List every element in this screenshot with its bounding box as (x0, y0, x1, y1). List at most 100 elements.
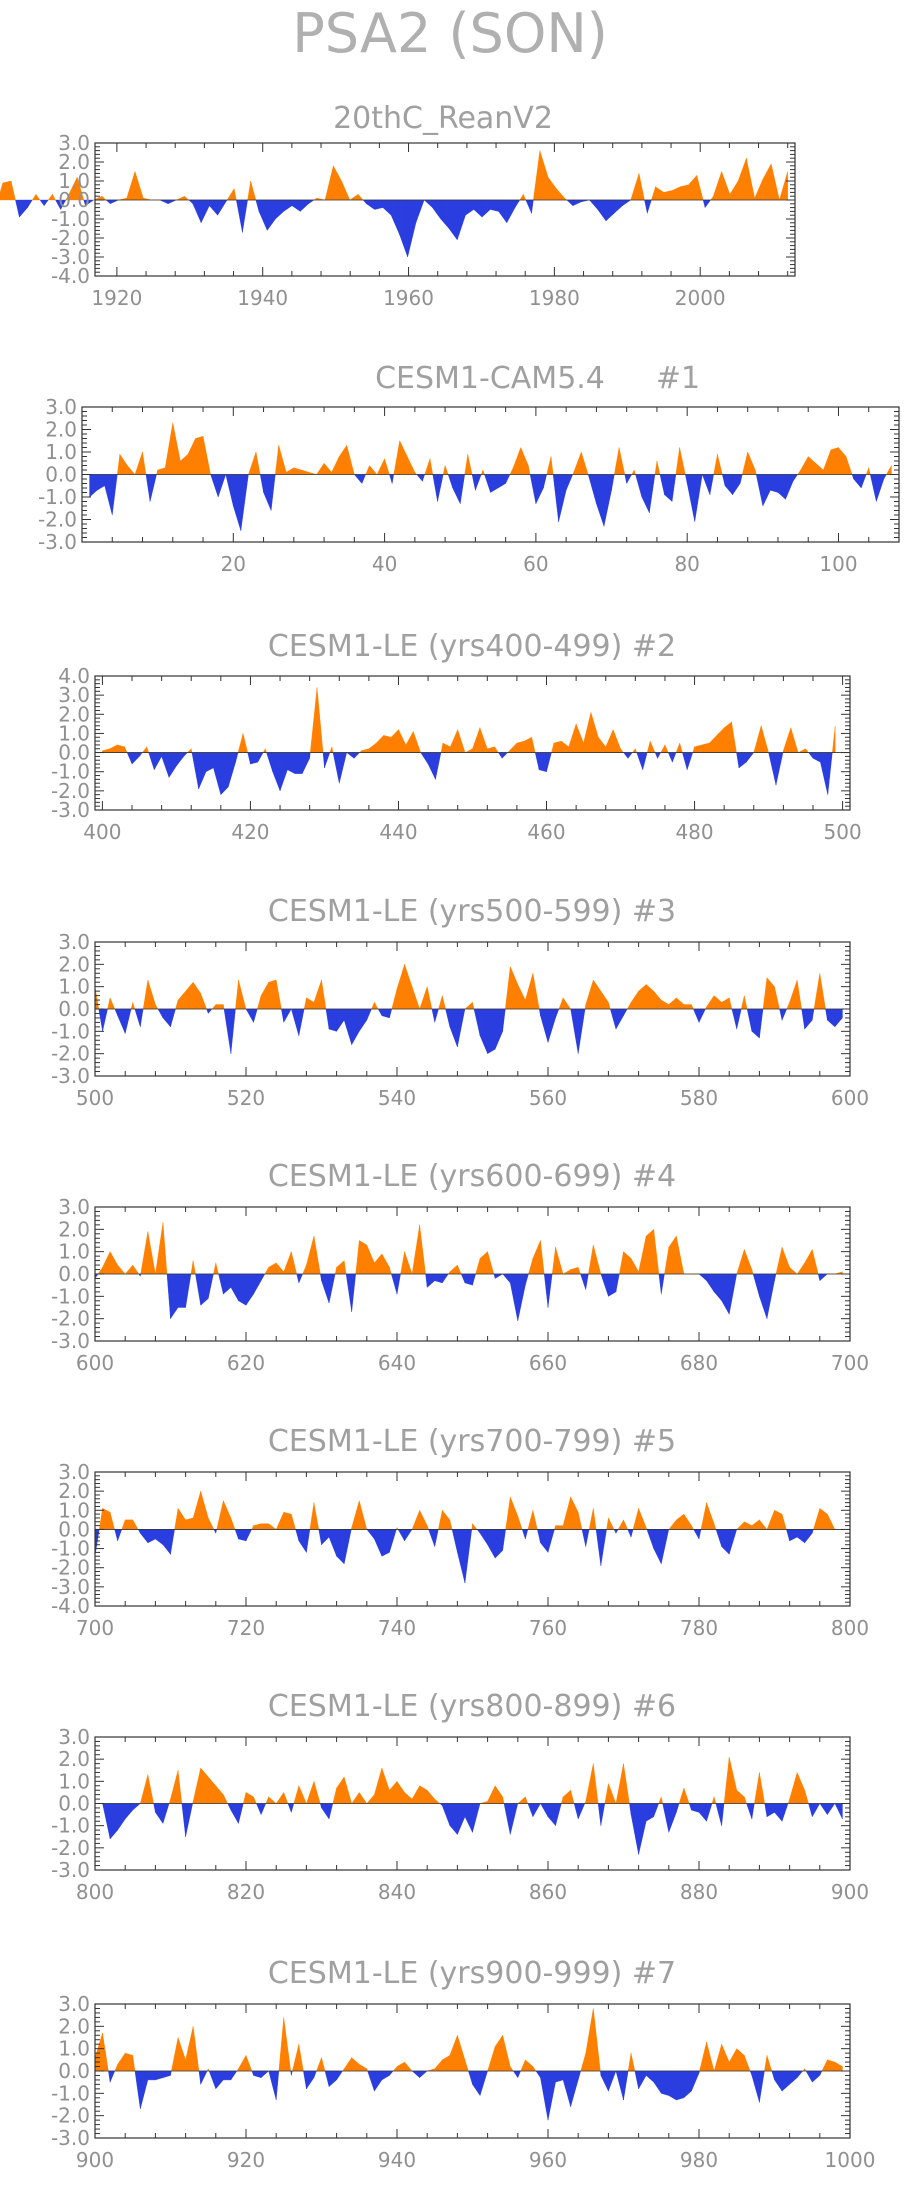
y-tick-label: -1.0 (51, 760, 90, 784)
y-tick-label: -1.0 (51, 1284, 90, 1308)
y-tick-label: -1.0 (51, 207, 90, 231)
panel-title: CESM1-LE (yrs700-799) #5 (268, 1424, 676, 1459)
panel-title: CESM1-CAM5.4 (375, 361, 605, 396)
x-tick-label: 800 (76, 1880, 114, 1904)
x-tick-label: 460 (527, 820, 565, 844)
x-tick-label: 900 (831, 1880, 869, 1904)
y-tick-label: -1.0 (51, 1019, 90, 1043)
y-tick-label: 2.0 (58, 150, 90, 174)
x-tick-label: 1980 (529, 286, 580, 310)
y-tick-label: 3.0 (58, 683, 90, 707)
panel-title: 20thC_ReanV2 (333, 101, 553, 136)
x-tick-label: 880 (680, 1880, 718, 1904)
negative-area (94, 1273, 828, 1321)
y-tick-label: 0.0 (58, 1792, 90, 1816)
x-tick-label: 2000 (675, 286, 726, 310)
y-tick-label: -3.0 (51, 1575, 90, 1599)
y-tick-label: -2.0 (51, 1556, 90, 1580)
panel-title: CESM1-LE (yrs400-499) #2 (268, 629, 676, 664)
x-tick-label: 960 (529, 2148, 567, 2172)
x-tick-label: 500 (76, 1086, 114, 1110)
panel-title: CESM1-LE (yrs800-899) #6 (268, 1689, 676, 1724)
y-tick-label: 0.0 (58, 1517, 90, 1541)
x-tick-label: 620 (227, 1351, 265, 1375)
negative-area (89, 474, 887, 531)
y-tick-label: -2.0 (51, 1307, 90, 1331)
x-tick-label: 560 (529, 1086, 567, 1110)
y-tick-label: 1.0 (45, 440, 77, 464)
y-tick-label: -2.0 (38, 508, 77, 532)
y-tick-label: 2.0 (58, 702, 90, 726)
y-tick-label: 1.0 (58, 2037, 90, 2061)
x-tick-label: 580 (680, 1086, 718, 1110)
x-tick-label: 420 (231, 820, 269, 844)
negative-area (108, 2070, 823, 2121)
y-tick-label: 2.0 (58, 952, 90, 976)
x-tick-label: 440 (379, 820, 417, 844)
x-tick-label: 60 (523, 552, 548, 576)
y-tick-label: 1.0 (58, 1498, 90, 1522)
y-tick-label: 2.0 (45, 418, 77, 442)
y-tick-label: 1.0 (58, 1769, 90, 1793)
x-tick-label: 1940 (237, 286, 288, 310)
x-tick-label: 20 (221, 552, 246, 576)
x-tick-label: 800 (831, 1616, 869, 1640)
y-tick-label: 0.0 (58, 997, 90, 1021)
panel-run-label: #1 (656, 361, 700, 396)
y-tick-label: 1.0 (58, 1240, 90, 1264)
negative-area (94, 1529, 814, 1584)
x-tick-label: 40 (372, 552, 397, 576)
x-tick-label: 1920 (91, 286, 142, 310)
positive-area (94, 964, 826, 1010)
y-tick-label: 0.0 (58, 741, 90, 765)
y-tick-label: -1.0 (38, 485, 77, 509)
y-tick-label: 3.0 (58, 1992, 90, 2016)
x-tick-label: 660 (529, 1351, 567, 1375)
x-tick-label: 780 (680, 1616, 718, 1640)
y-tick-label: 2.0 (58, 2014, 90, 2038)
x-tick-label: 680 (680, 1351, 718, 1375)
positive-area (98, 1491, 843, 1530)
figure-title: PSA2 (SON) (292, 2, 608, 65)
x-tick-label: 600 (831, 1086, 869, 1110)
y-tick-label: -3.0 (51, 1064, 90, 1088)
x-tick-label: 980 (680, 2148, 718, 2172)
y-tick-label: 4.0 (58, 664, 90, 688)
y-tick-label: -4.0 (51, 1594, 90, 1618)
positive-area (117, 422, 892, 475)
y-tick-label: 1.0 (58, 721, 90, 745)
x-tick-label: 940 (378, 2148, 416, 2172)
plot-frame (94, 1471, 851, 1607)
panel-title: CESM1-LE (yrs600-699) #4 (268, 1159, 676, 1194)
y-tick-label: -3.0 (51, 1329, 90, 1353)
x-tick-label: 520 (227, 1086, 265, 1110)
positive-area (0, 150, 788, 201)
y-tick-label: -1.0 (51, 2081, 90, 2105)
y-tick-label: 0.0 (58, 188, 90, 212)
x-tick-label: 400 (83, 820, 121, 844)
plot-frame (94, 675, 851, 811)
y-tick-label: 2.0 (58, 1479, 90, 1503)
y-tick-label: 1.0 (58, 169, 90, 193)
x-tick-label: 720 (227, 1616, 265, 1640)
panel-title: CESM1-LE (yrs900-999) #7 (268, 1956, 676, 1991)
positive-area (102, 687, 836, 753)
x-tick-label: 920 (227, 2148, 265, 2172)
x-tick-label: 1000 (825, 2148, 876, 2172)
x-tick-label: 600 (76, 1351, 114, 1375)
x-tick-label: 100 (819, 552, 857, 576)
y-tick-label: -2.0 (51, 779, 90, 803)
x-tick-label: 900 (76, 2148, 114, 2172)
negative-area (102, 1803, 843, 1855)
y-tick-label: 2.0 (58, 1747, 90, 1771)
x-tick-label: 860 (529, 1880, 567, 1904)
y-tick-label: -3.0 (38, 530, 77, 554)
y-tick-label: 0.0 (58, 1262, 90, 1286)
y-tick-label: -2.0 (51, 2104, 90, 2128)
y-tick-label: -1.0 (51, 1537, 90, 1561)
panel-title: CESM1-LE (yrs500-599) #3 (268, 894, 676, 929)
